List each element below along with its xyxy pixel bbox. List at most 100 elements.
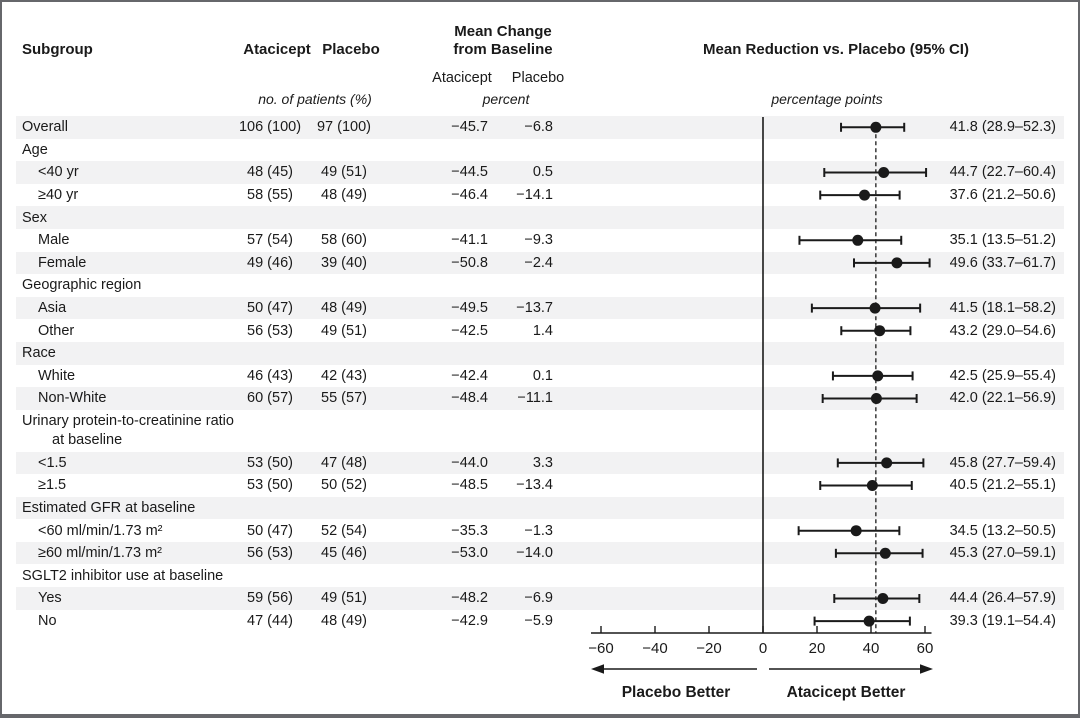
x-axis-tick-label: 20 [809,640,826,657]
table-row: Female 49 (46) 39 (40) −50.8 −2.4 49.6 (33.7–… [16,251,1064,275]
ci-text-cell: 44.7 (22.7–60.4) [949,164,1056,181]
x-axis-tick-label: −40 [642,640,667,657]
left-arrow-head [591,664,604,674]
placebo-pct-cell: −1.3 [524,522,553,539]
subgroup-label: Race [22,345,56,362]
ci-text-cell: 42.5 (25.9–55.4) [949,367,1056,384]
placebo-n-cell: 48 (49) [321,612,367,629]
atacicept-n-cell: 57 (54) [247,232,293,249]
placebo-pct-cell: −14.1 [516,187,553,204]
placebo-n-cell: 52 (54) [321,522,367,539]
atacicept-n-cell: 48 (45) [247,164,293,181]
placebo-n-cell: 49 (51) [321,164,367,181]
ci-text-cell: 42.0 (22.1–56.9) [949,390,1056,407]
table-row: Non-White 60 (57) 55 (57) −48.4 −11.1 42.0 (2… [16,387,1064,410]
x-axis-tick-label: 60 [917,640,934,657]
patients-unit-label: no. of patients (%) [258,91,372,107]
placebo-n-cell: 45 (46) [321,545,367,562]
subgroup-label: SGLT2 inhibitor use at baseline [22,567,224,584]
placebo-pct-cell: −11.1 [517,390,553,407]
placebo-pct-cell: −13.4 [516,477,553,494]
ci-text-cell: 37.6 (21.2–50.6) [949,187,1056,204]
subgroup-label: Estimated GFR at baseline [22,500,196,516]
atacicept-better-label: Atacicept Better [787,684,906,701]
ci-text-cell: 44.4 (26.4–57.9) [949,590,1056,607]
atacicept-pct-cell: −42.9 [451,612,488,629]
subgroup-label: Geographic region [22,277,142,294]
placebo-n-cell: 49 (51) [321,322,367,339]
placebo-pct-cell: −6.9 [524,590,553,607]
x-axis-tick-label: −20 [696,640,721,657]
table-row: ≥60 ml/min/1.73 m² 56 (53) 45 (46) −53.0 −14… [16,541,1064,565]
section-row: Geographic region [16,274,1064,297]
atacicept-pct-cell: −48.4 [451,390,488,407]
ci-text-cell: 35.1 (13.5–51.2) [949,232,1056,249]
table-row: <40 yr 48 (45) 49 (51) −44.5 0.5 44.7 (22.7–6… [16,161,1064,184]
x-axis-tick-label: 0 [759,640,767,657]
subgroup-label: Urinary protein-to-creatinine ratio at ba… [22,412,234,448]
x-axis-tick-label: −60 [588,640,613,657]
placebo-n-cell: 97 (100) [316,119,371,136]
subgroup-label: Female [38,254,87,271]
atacicept-n-cell: 50 (47) [247,300,293,317]
placebo-pct-cell: −5.9 [524,612,553,629]
percentage-points-unit-label: percentage points [771,91,883,107]
table-row: <60 ml/min/1.73 m² 50 (47) 52 (54) −35.3 −1.… [16,519,1064,542]
placebo-pct-cell: −6.8 [524,119,553,136]
atacicept-pct-cell: −45.7 [451,119,488,136]
percent-unit-label: percent [482,91,530,107]
ci-text-cell: 45.3 (27.0–59.1) [949,545,1056,562]
placebo-pct-cell: −14.0 [516,545,553,562]
ci-text-cell: 39.3 (19.1–54.4) [949,612,1056,629]
placebo-n-cell: 55 (57) [321,390,367,407]
subgroup-label: <40 yr [38,164,79,181]
ci-text-cell: 45.8 (27.7–59.4) [949,454,1056,471]
atacicept-n-cell: 53 (50) [247,477,293,494]
atacicept-pct-cell: −46.4 [451,187,488,204]
ci-text-cell: 34.5 (13.2–50.5) [949,522,1056,539]
placebo-pct-cell: −13.7 [516,300,553,317]
placebo-n-cell: 49 (51) [321,590,367,607]
table-row: Overall 106 (100) 97 (100) −45.7 −6.8 41.8 (2… [16,116,1064,139]
atacicept-n-cell: 49 (46) [247,254,293,271]
atacicept-n-cell: 46 (43) [247,367,293,384]
x-axis-tick-label: 40 [863,640,880,657]
subgroup-label: White [38,367,76,384]
column-header-placebo: Placebo [322,41,380,58]
placebo-pct-cell: 3.3 [532,454,553,471]
atacicept-pct-cell: −41.1 [451,232,488,249]
ci-text-cell: 49.6 (33.7–61.7) [949,254,1056,271]
placebo-n-cell: 47 (48) [321,454,367,471]
atacicept-pct-cell: −42.5 [451,322,488,339]
placebo-n-cell: 50 (52) [321,477,367,494]
table-row: Other 56 (53) 49 (51) −42.5 1.4 43.2 (29.0–54… [16,319,1064,342]
subgroup-label: No [38,612,57,629]
atacicept-n-cell: 50 (47) [247,522,293,539]
atacicept-n-cell: 58 (55) [247,187,293,204]
subcolumn-header-atacicept: Atacicept [432,70,492,86]
subgroup-label: Asia [38,300,67,317]
reduction-title: Mean Reduction vs. Placebo (95% CI) [703,41,969,58]
placebo-pct-cell: 0.5 [532,164,553,181]
table-row: Yes 59 (56) 49 (51) −48.2 −6.9 44.4 (26.4–57.… [16,587,1064,610]
table-row: White 46 (43) 42 (43) −42.4 0.1 42.5 (25.9–55… [16,365,1064,388]
subgroup-table: Overall 106 (100) 97 (100) −45.7 −6.8 41.8 (2… [16,116,1064,632]
subgroup-label: Other [38,322,75,339]
placebo-n-cell: 58 (60) [321,232,367,249]
section-row: Age [16,139,1064,162]
section-row: Urinary protein-to-creatinine ratio at ba… [16,410,1064,452]
placebo-pct-cell: 0.1 [532,367,553,384]
atacicept-pct-cell: −44.5 [451,164,488,181]
atacicept-n-cell: 59 (56) [247,590,293,607]
section-row: Race [16,341,1064,365]
table-row: Asia 50 (47) 48 (49) −49.5 −13.7 41.5 (18.1–5… [16,296,1064,320]
ci-text-cell: 41.8 (28.9–52.3) [949,119,1056,136]
placebo-pct-cell: −9.3 [524,232,553,249]
atacicept-pct-cell: −44.0 [451,454,488,471]
atacicept-pct-cell: −49.5 [451,300,488,317]
table-row: Male 57 (54) 58 (60) −41.1 −9.3 35.1 (13.5–51… [16,229,1064,252]
column-header-mean-change-line2: from Baseline [453,41,553,58]
atacicept-n-cell: 53 (50) [247,454,293,471]
placebo-n-cell: 48 (49) [321,300,367,317]
table-row: <1.5 53 (50) 47 (48) −44.0 3.3 45.8 (27.7–59.… [16,451,1064,475]
